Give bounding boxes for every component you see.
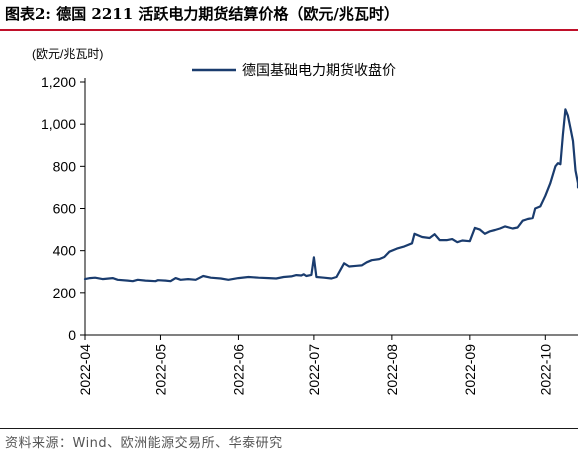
x-tick-label: 2022-07 (306, 344, 322, 396)
y-tick-label: 1,200 (41, 74, 76, 90)
y-tick-label: 200 (53, 285, 77, 301)
x-tick-label: 2022-08 (384, 344, 400, 396)
y-tick-label: 600 (53, 201, 77, 217)
figure-title: 图表2: 德国 2211 活跃电力期货结算价格（欧元/兆瓦时） (5, 5, 399, 23)
x-axis: 2022-04 2022-05 2022-06 2022-07 2022-08 2022-… (77, 334, 578, 396)
title-divider (0, 29, 578, 31)
y-tick-label: 800 (53, 158, 77, 174)
series-layer (83, 108, 578, 283)
y-tick-label: 0 (68, 327, 76, 343)
x-tick-label: 2022-10 (537, 344, 553, 396)
x-tick-label: 2022-04 (77, 344, 93, 396)
y-axis: 0 200 400 600 800 1,000 1,200 (41, 74, 86, 343)
legend-label: 德国基础电力期货收盘价 (242, 62, 396, 78)
y-axis-label: (欧元/兆瓦时) (32, 47, 103, 61)
footer-divider (0, 428, 578, 429)
x-tick-label: 2022-09 (462, 344, 478, 396)
series-line (83, 108, 578, 283)
legend: 德国基础电力期货收盘价 (192, 62, 396, 78)
source-note: 资料来源：Wind、欧洲能源交易所、华泰研究 (5, 436, 283, 451)
y-tick-label: 1,000 (41, 116, 76, 132)
x-tick-label: 2022-05 (152, 344, 168, 396)
x-tick-label: 2022-06 (230, 344, 246, 396)
y-tick-label: 400 (53, 243, 77, 259)
